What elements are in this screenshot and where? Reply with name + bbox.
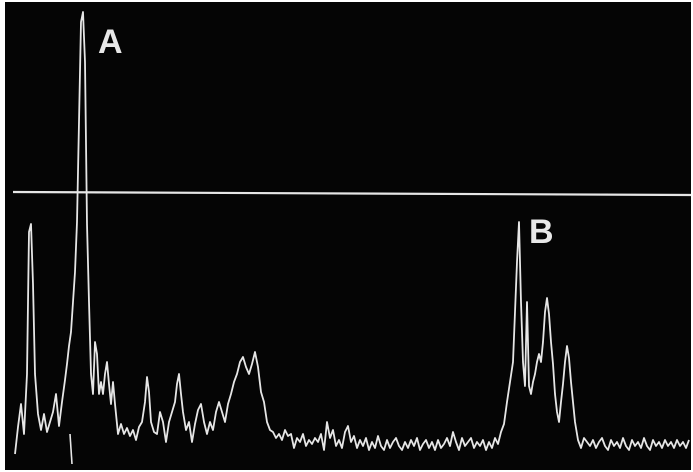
oscilloscope-screen: A B	[5, 2, 691, 470]
peak-label-b: B	[529, 213, 554, 251]
signal-trace	[14, 11, 690, 455]
threshold-line	[12, 190, 691, 197]
waveform-trace	[12, 11, 691, 465]
peak-label-a: A	[98, 23, 123, 61]
cursor-tick-a	[69, 433, 73, 465]
